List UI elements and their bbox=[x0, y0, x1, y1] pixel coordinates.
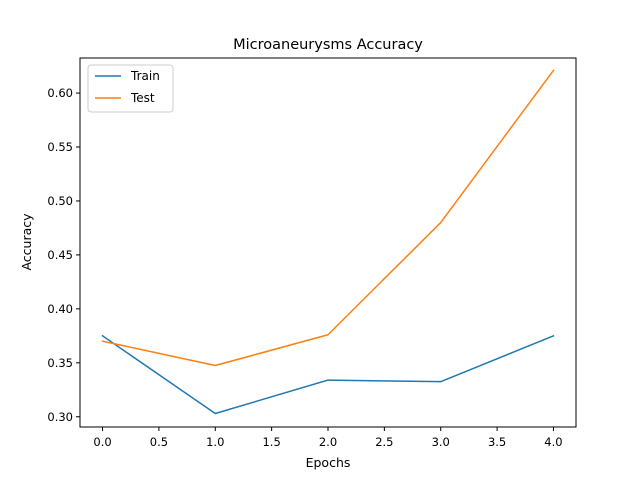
x-tick-label: 3.0 bbox=[432, 435, 450, 449]
y-axis-label: Accuracy bbox=[19, 213, 34, 271]
x-tick-label: 2.0 bbox=[319, 435, 337, 449]
x-tick-label: 2.5 bbox=[375, 435, 393, 449]
y-tick-label: 0.40 bbox=[47, 302, 73, 316]
y-axis-ticks: 0.30 0.35 0.40 0.45 0.50 0.55 0.60 bbox=[47, 86, 80, 424]
y-tick-label: 0.45 bbox=[47, 248, 73, 262]
x-tick-label: 0.0 bbox=[93, 435, 111, 449]
y-tick-label: 0.50 bbox=[47, 194, 73, 208]
plot-area bbox=[101, 69, 555, 415]
y-tick-label: 0.35 bbox=[47, 356, 73, 370]
x-axis-label: Epochs bbox=[306, 455, 351, 470]
chart-title: Microaneurysms Accuracy bbox=[233, 37, 423, 53]
legend-label-train: Train bbox=[130, 69, 160, 83]
x-axis-ticks: 0.0 0.5 1.0 1.5 2.0 2.5 3.0 3.5 4.0 bbox=[93, 427, 563, 449]
series-line-train bbox=[101, 334, 555, 415]
x-tick-label: 0.5 bbox=[150, 435, 168, 449]
legend-label-test: Test bbox=[130, 91, 155, 105]
x-tick-label: 1.5 bbox=[262, 435, 280, 449]
x-tick-label: 3.5 bbox=[488, 435, 506, 449]
y-tick-label: 0.30 bbox=[47, 410, 73, 424]
x-tick-label: 1.0 bbox=[206, 435, 224, 449]
y-tick-label: 0.60 bbox=[47, 86, 73, 100]
y-tick-label: 0.55 bbox=[47, 140, 73, 154]
legend: Train Test bbox=[87, 64, 174, 113]
series-line-test bbox=[101, 69, 555, 367]
x-tick-label: 4.0 bbox=[544, 435, 562, 449]
